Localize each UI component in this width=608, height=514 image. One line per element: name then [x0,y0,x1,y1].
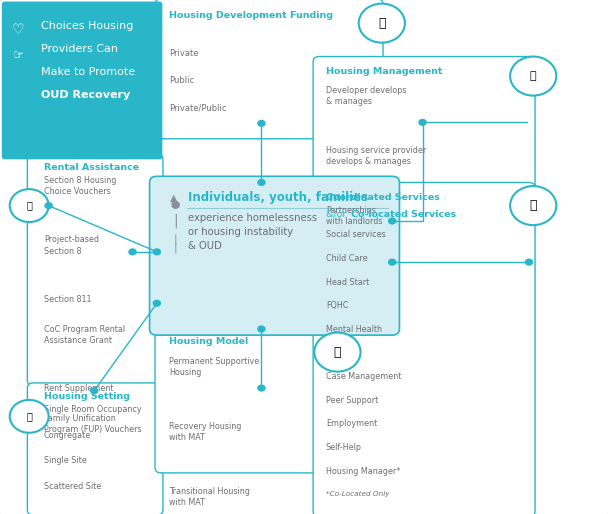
Circle shape [257,325,266,333]
Text: 🏠: 🏠 [26,411,32,421]
FancyBboxPatch shape [85,437,122,453]
FancyBboxPatch shape [150,176,399,335]
Polygon shape [35,438,87,458]
Text: Housing Setting: Housing Setting [44,392,130,401]
Text: Mental Health: Mental Health [326,325,382,334]
Text: Employment: Employment [326,419,377,429]
Text: Developer develops
& manages: Developer develops & manages [326,86,406,106]
Text: Housing Development Funding: Housing Development Funding [169,11,333,21]
FancyBboxPatch shape [134,458,170,473]
Circle shape [525,259,533,266]
Circle shape [510,186,556,225]
Text: ⬤: ⬤ [170,200,180,210]
Text: 🏠: 🏠 [378,16,385,30]
Text: Coordinated Services: Coordinated Services [326,193,440,202]
Text: Housing service provider
develops & manages: Housing service provider develops & mana… [326,146,426,166]
FancyBboxPatch shape [313,57,535,191]
Text: Section 811: Section 811 [44,295,91,304]
Text: Housing Management: Housing Management [326,67,443,76]
Text: Congregate: Congregate [44,431,91,440]
Circle shape [90,387,98,394]
Text: |
|: | | [173,234,177,253]
Text: *Co-Located Only: *Co-Located Only [326,491,389,498]
Text: Peer Support: Peer Support [326,396,378,405]
FancyBboxPatch shape [155,0,383,139]
Circle shape [388,259,396,266]
Circle shape [418,119,427,126]
Text: Housing Manager*: Housing Manager* [326,467,400,476]
Text: ♡: ♡ [12,23,24,37]
Text: Providers Can: Providers Can [41,44,119,53]
Circle shape [314,333,361,372]
Polygon shape [284,418,336,437]
Text: Child Care: Child Care [326,254,367,263]
Text: 🔄: 🔄 [334,345,341,359]
FancyBboxPatch shape [292,437,328,453]
Text: Case Management: Case Management [326,372,401,381]
Text: Transitional Housing
with MAT: Transitional Housing with MAT [169,487,250,507]
Text: FQHC: FQHC [326,301,348,310]
Text: Single Room Occupancy: Single Room Occupancy [44,405,142,414]
Circle shape [510,57,556,96]
Circle shape [388,217,396,225]
Text: Individuals, youth, families: Individuals, youth, families [188,191,368,204]
Text: experience homelessness
or housing instability
& OUD: experience homelessness or housing insta… [188,213,317,251]
Text: MAT: MAT [326,348,342,358]
Text: Family Unification
Program (FUP) Vouchers: Family Unification Program (FUP) Voucher… [44,414,142,434]
Text: Housing Model: Housing Model [169,337,248,346]
Circle shape [257,120,266,127]
Text: Partnerships
with landlords: Partnerships with landlords [326,206,382,226]
Text: Co-located Services: Co-located Services [351,210,457,219]
Text: CoC Program Rental
Assistance Grant: CoC Program Rental Assistance Grant [44,325,125,345]
Text: OUD Recovery: OUD Recovery [41,90,131,100]
Text: Single Site: Single Site [44,456,86,466]
FancyBboxPatch shape [2,2,162,159]
Text: &/or: &/or [326,210,349,219]
FancyBboxPatch shape [334,458,371,473]
FancyBboxPatch shape [313,182,535,514]
Text: Head Start: Head Start [326,278,369,287]
Polygon shape [77,418,130,437]
Circle shape [44,202,53,209]
Text: |: | [173,213,178,228]
Polygon shape [241,438,293,458]
Circle shape [128,248,137,255]
Circle shape [10,400,49,433]
Text: Permanent Supportive
Housing: Permanent Supportive Housing [169,357,259,377]
Text: Make to Promote: Make to Promote [41,67,136,77]
FancyBboxPatch shape [43,458,79,473]
Text: Scattered Site: Scattered Site [44,482,101,491]
FancyBboxPatch shape [249,458,286,473]
Text: 👔: 👔 [530,71,536,81]
FancyBboxPatch shape [155,326,339,473]
Text: Private/Public: Private/Public [169,103,227,113]
Circle shape [153,300,161,307]
Text: Project-based
Section 8: Project-based Section 8 [44,235,98,255]
Text: Section 8 Housing
Choice Vouchers: Section 8 Housing Choice Vouchers [44,176,116,196]
Circle shape [359,4,405,43]
Text: Rent Supplement: Rent Supplement [44,384,113,394]
Circle shape [153,248,161,255]
Circle shape [10,189,49,222]
Text: Social services: Social services [326,230,385,240]
Circle shape [257,384,266,392]
Text: Choices Housing: Choices Housing [41,21,134,30]
Text: Private: Private [169,49,199,58]
Text: Self-Help: Self-Help [326,443,362,452]
Text: ☞: ☞ [13,49,24,62]
Text: Recovery Housing
with MAT: Recovery Housing with MAT [169,422,241,442]
Circle shape [257,179,266,186]
Polygon shape [327,438,378,458]
Text: ▲: ▲ [170,193,177,203]
FancyBboxPatch shape [27,383,163,514]
Text: 🤲: 🤲 [26,200,32,211]
Text: 🧩: 🧩 [530,199,537,212]
Text: Rental Assistance: Rental Assistance [44,163,139,173]
FancyBboxPatch shape [27,154,163,386]
Text: Public: Public [169,76,194,85]
Polygon shape [126,438,178,458]
